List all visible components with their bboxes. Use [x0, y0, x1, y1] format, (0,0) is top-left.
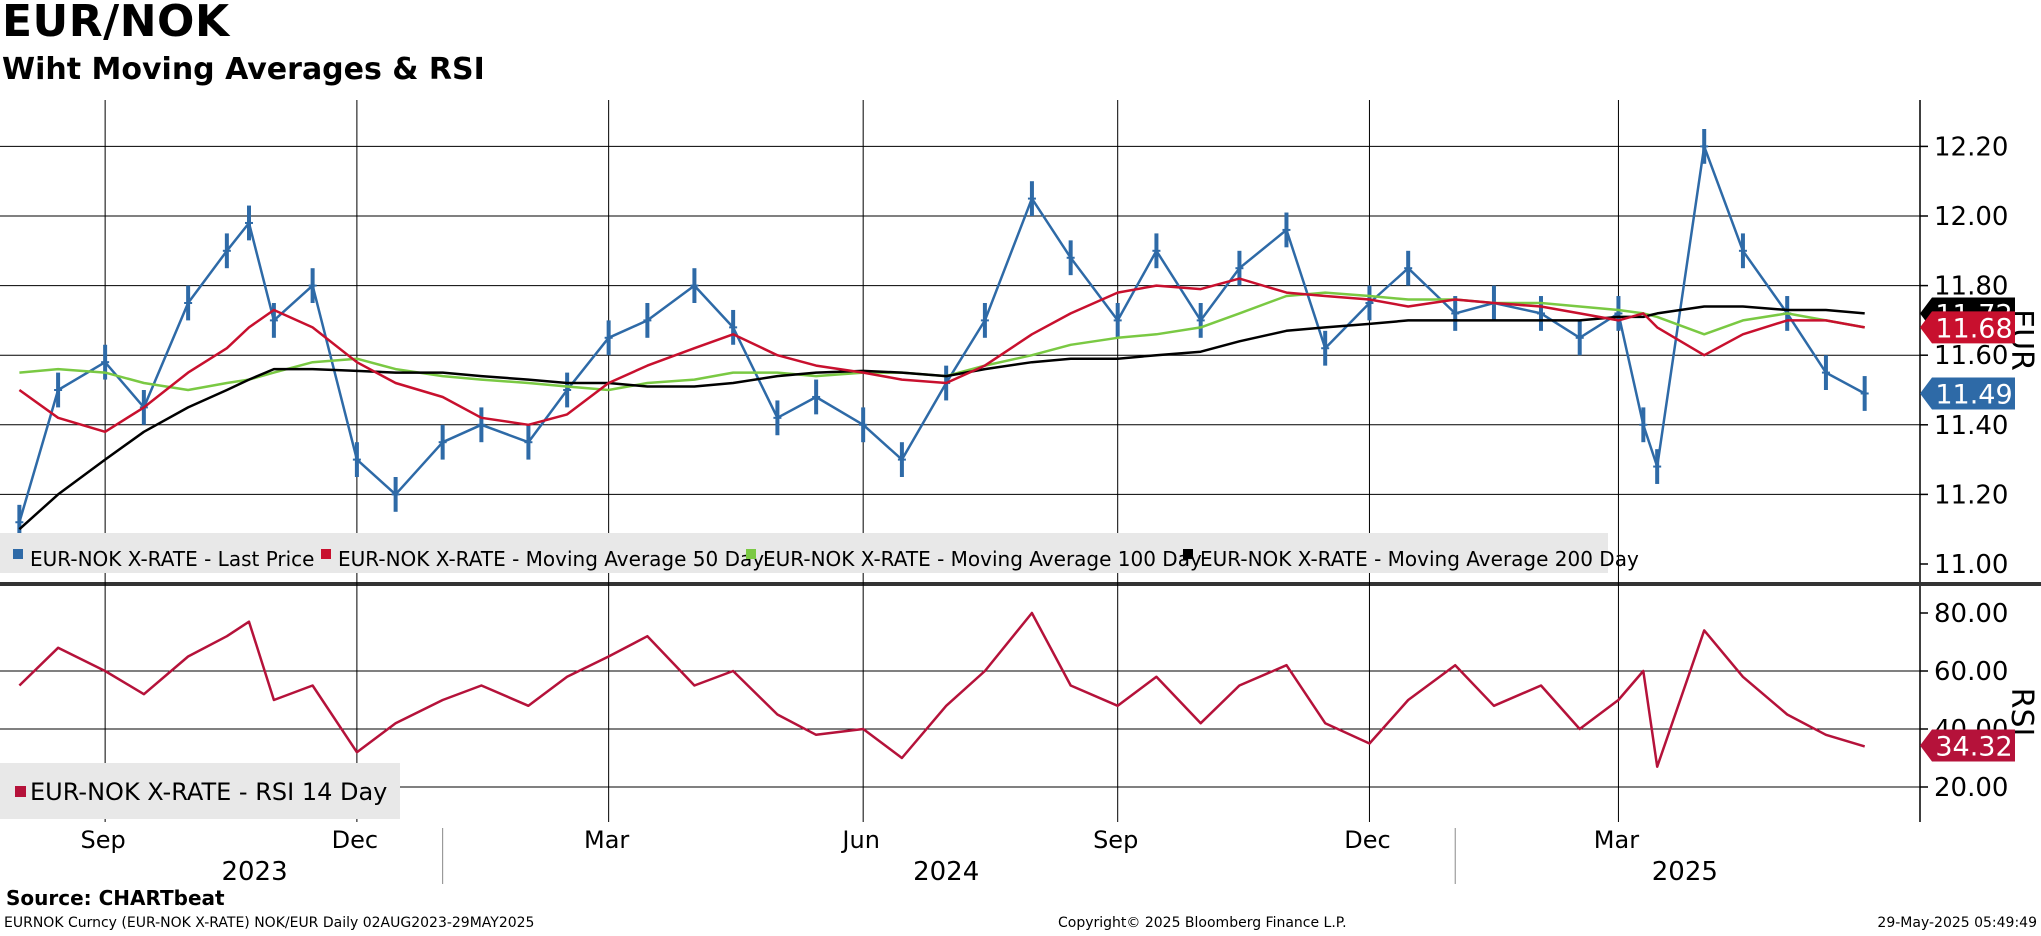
timestamp: 29-May-2025 05:49:49	[1877, 915, 2037, 931]
price-tick-label: 11.20	[1934, 480, 2008, 510]
year-label: 2024	[913, 857, 979, 887]
year-label: 2025	[1652, 857, 1718, 887]
ma50-last-tag-bg	[1920, 311, 2015, 344]
month-tick-label: Dec	[1344, 826, 1390, 854]
copyright: Copyright© 2025 Bloomberg Finance L.P.	[1058, 915, 1347, 931]
legend-swatch	[15, 786, 26, 797]
price-panel	[0, 100, 1920, 576]
month-tick-label: Dec	[332, 826, 378, 854]
rsi-legend: EUR-NOK X-RATE - RSI 14 Day	[0, 763, 400, 819]
price-tick-label: 12.00	[1934, 202, 2008, 232]
chart-title: EUR/NOK	[2, 0, 230, 47]
ma50-last-tag-text: 11.68	[1935, 313, 2012, 344]
month-tick-label: Mar	[1594, 826, 1639, 854]
ma50-line	[18, 277, 1865, 434]
price-last-tag-bg	[1920, 377, 2015, 410]
price-last-tag-text: 11.49	[1935, 379, 2012, 410]
month-tick-label: Sep	[81, 826, 126, 854]
month-tick-label: Jun	[840, 826, 880, 854]
rsi-last-tag: 34.32	[1920, 729, 2015, 762]
rsi-tick-label: 60.00	[1934, 657, 2008, 687]
legend-swatch	[746, 549, 756, 559]
rsi-axis-label: RSI	[2004, 688, 2039, 737]
legend-label: EUR-NOK X-RATE - RSI 14 Day	[30, 778, 387, 806]
year-label: 2023	[221, 857, 287, 887]
price-last-tag: 11.49	[1920, 377, 2015, 410]
month-tick-label: Mar	[584, 826, 629, 854]
ma200-line	[18, 305, 1865, 531]
rsi-tick-label: 20.00	[1934, 773, 2008, 803]
rsi-last-tag-bg	[1920, 729, 2015, 762]
month-tick-label: Sep	[1093, 826, 1138, 854]
ticker-line: EURNOK Curncy (EUR-NOK X-RATE) NOK/EUR D…	[4, 915, 535, 931]
legend-label: EUR-NOK X-RATE - Moving Average 200 Day	[1200, 547, 1639, 571]
legend-label: EUR-NOK X-RATE - Moving Average 100 Day	[763, 547, 1202, 571]
price-tick-label: 11.60	[1934, 341, 2008, 371]
rsi-line	[18, 611, 1866, 768]
price-legend: EUR-NOK X-RATE - Last Price EUR-NOK X-RAT…	[0, 533, 1639, 573]
price-tick-label: 11.80	[1934, 272, 2008, 302]
price-tick-label: 11.00	[1934, 550, 2008, 580]
rsi-tick-label: 80.00	[1934, 599, 2008, 629]
price-tick-label: 11.40	[1934, 411, 2008, 441]
legend-swatch	[1183, 549, 1193, 559]
rsi-legend-bg	[0, 763, 400, 819]
price-tick-label: 12.20	[1934, 132, 2008, 162]
legend-swatch	[13, 549, 23, 559]
source-note: Source: CHARTbeat	[6, 886, 225, 910]
ma50-last-tag: 11.68	[1920, 311, 2015, 344]
chart-subtitle: Wiht Moving Averages & RSI	[2, 52, 485, 87]
legend-label: EUR-NOK X-RATE - Moving Average 50 Day	[338, 547, 764, 571]
rsi-last-tag-text: 34.32	[1935, 731, 2012, 762]
legend-label: EUR-NOK X-RATE - Last Price	[30, 547, 314, 571]
legend-swatch	[321, 549, 331, 559]
price-legend-bg	[0, 533, 1608, 573]
